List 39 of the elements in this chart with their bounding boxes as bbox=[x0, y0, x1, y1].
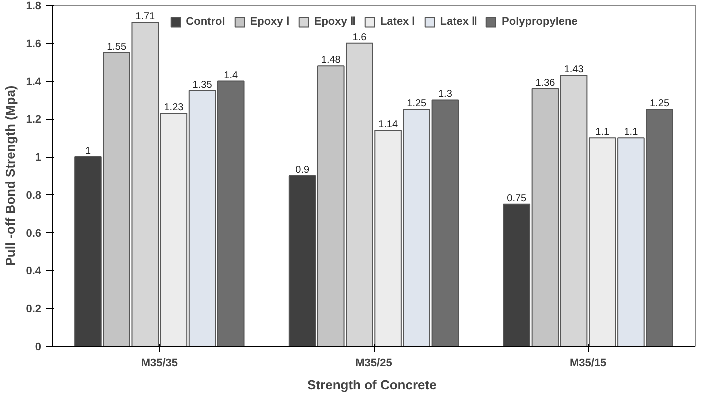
data-label: 1.71 bbox=[136, 12, 156, 23]
legend-label: Epoxy Ⅱ bbox=[314, 15, 356, 28]
data-label: 1.36 bbox=[536, 78, 556, 89]
legend-label: Control bbox=[186, 16, 226, 28]
legend-label: Latex Ⅱ bbox=[440, 15, 478, 28]
y-tick-label: 1.2 bbox=[26, 114, 42, 126]
data-label: 1.23 bbox=[164, 102, 184, 114]
y-tick-label: 0.6 bbox=[26, 228, 42, 240]
y-tick-label: 1.6 bbox=[26, 38, 42, 50]
y-axis-title: Pull -off Bond Strength (Mpa) bbox=[3, 86, 18, 266]
y-tick-label: 0.2 bbox=[26, 304, 42, 316]
x-tick-label: M35/25 bbox=[356, 358, 392, 370]
y-tick-label: 1 bbox=[35, 152, 42, 164]
data-label: 1.48 bbox=[321, 55, 342, 66]
data-label: 1.1 bbox=[596, 127, 610, 138]
y-tick-label: 0.8 bbox=[26, 190, 42, 202]
data-label: 1.6 bbox=[352, 32, 368, 44]
data-label: 1.25 bbox=[650, 98, 670, 110]
legend-label: Latex Ⅰ bbox=[380, 15, 416, 28]
data-label: 1 bbox=[85, 146, 92, 158]
data-label: 1.35 bbox=[192, 80, 213, 91]
legend-label: Epoxy Ⅰ bbox=[250, 15, 290, 28]
y-tick-label: 1.8 bbox=[26, 0, 42, 12]
data-label: 1.1 bbox=[624, 127, 639, 138]
data-label: 0.9 bbox=[296, 165, 310, 176]
data-label: 1.3 bbox=[438, 89, 453, 100]
data-label: 1.43 bbox=[564, 64, 584, 76]
y-tick-label: 0 bbox=[35, 342, 42, 354]
data-label: 1.14 bbox=[378, 120, 398, 131]
data-label: 1.4 bbox=[224, 70, 238, 82]
legend-label: Polypropylene bbox=[502, 16, 578, 28]
data-label: 1.25 bbox=[407, 98, 428, 110]
x-tick-label: M35/15 bbox=[570, 358, 607, 370]
data-label: 0.75 bbox=[507, 193, 528, 204]
y-tick-label: 0.4 bbox=[26, 266, 42, 278]
x-tick-label: M35/35 bbox=[141, 358, 178, 370]
x-axis-title: Strength of Concrete bbox=[308, 378, 437, 392]
y-tick-label: 1.4 bbox=[26, 76, 42, 88]
data-label: 1.55 bbox=[107, 42, 127, 53]
